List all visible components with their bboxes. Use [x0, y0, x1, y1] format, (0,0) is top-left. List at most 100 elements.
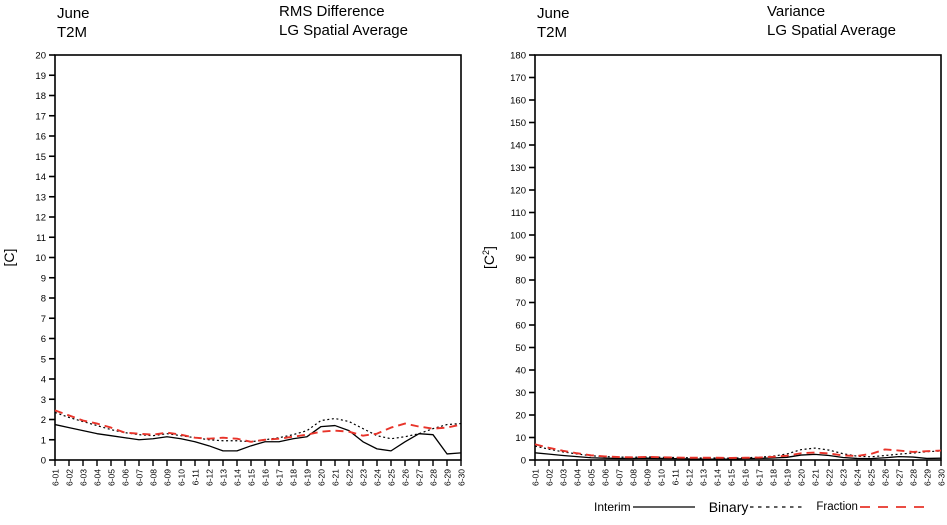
- svg-text:7: 7: [41, 314, 46, 325]
- svg-text:6-19: 6-19: [783, 469, 793, 486]
- svg-text:6-03: 6-03: [559, 469, 569, 486]
- svg-text:6-05: 6-05: [107, 469, 117, 486]
- svg-text:6-07: 6-07: [615, 469, 625, 486]
- svg-text:11: 11: [36, 233, 46, 244]
- svg-text:6-16: 6-16: [741, 469, 751, 486]
- svg-text:20: 20: [515, 411, 526, 422]
- svg-text:100: 100: [510, 231, 526, 242]
- svg-text:6-15: 6-15: [727, 469, 737, 486]
- svg-text:8: 8: [41, 294, 46, 305]
- svg-text:6-02: 6-02: [545, 469, 555, 486]
- svg-text:160: 160: [510, 96, 526, 107]
- svg-text:6-12: 6-12: [205, 469, 215, 486]
- chart1-variable-label: T2M: [57, 24, 87, 41]
- svg-text:6-25: 6-25: [387, 469, 397, 486]
- svg-text:30: 30: [515, 388, 526, 399]
- svg-text:130: 130: [510, 163, 526, 174]
- svg-text:5: 5: [41, 354, 46, 365]
- svg-text:10: 10: [35, 253, 46, 264]
- svg-text:13: 13: [35, 192, 46, 203]
- svg-text:6-20: 6-20: [317, 469, 327, 486]
- svg-text:6-14: 6-14: [713, 469, 723, 486]
- svg-text:6-19: 6-19: [303, 469, 313, 486]
- svg-text:3: 3: [41, 395, 46, 406]
- svg-text:6-06: 6-06: [601, 469, 611, 486]
- svg-text:0: 0: [41, 456, 46, 467]
- svg-text:6-10: 6-10: [657, 469, 667, 486]
- svg-text:6-23: 6-23: [359, 469, 369, 486]
- svg-text:140: 140: [510, 141, 526, 152]
- svg-text:18: 18: [35, 91, 46, 102]
- svg-text:10: 10: [515, 433, 526, 444]
- svg-text:20: 20: [35, 51, 46, 62]
- svg-text:6-11: 6-11: [191, 469, 201, 486]
- svg-text:6-06: 6-06: [121, 469, 131, 486]
- svg-text:6-23: 6-23: [839, 469, 849, 486]
- chart1-title-line1: RMS Difference: [279, 3, 385, 20]
- svg-text:2: 2: [41, 415, 46, 426]
- svg-text:6-22: 6-22: [345, 469, 355, 486]
- chart1-subtitle: June T2M: [57, 4, 90, 42]
- svg-text:6-03: 6-03: [79, 469, 89, 486]
- svg-text:6-15: 6-15: [247, 469, 257, 486]
- chart2-title-line1: Variance: [767, 3, 826, 20]
- svg-text:6-24: 6-24: [853, 469, 863, 486]
- svg-text:6-27: 6-27: [895, 469, 905, 486]
- svg-text:6-13: 6-13: [699, 469, 709, 486]
- chart2-title: Variance LG Spatial Average: [767, 2, 896, 40]
- svg-text:6-28: 6-28: [909, 469, 919, 486]
- svg-text:6: 6: [41, 334, 46, 345]
- svg-text:6-25: 6-25: [867, 469, 877, 486]
- svg-text:14: 14: [35, 172, 46, 183]
- svg-text:6-05: 6-05: [587, 469, 597, 486]
- svg-text:6-29: 6-29: [923, 469, 933, 486]
- svg-text:6-09: 6-09: [643, 469, 653, 486]
- svg-text:6-24: 6-24: [373, 469, 383, 486]
- svg-text:6-28: 6-28: [429, 469, 439, 486]
- chart1-title-line2: LG Spatial Average: [279, 22, 408, 39]
- legend-line-fraction-sample: [859, 506, 924, 508]
- legend-label-interim: Interim: [594, 500, 631, 514]
- chart2-plot: 0 10 20 30 40 50 60 70 80 90 100 110 120 130 140 150 160…: [481, 51, 947, 487]
- chart1-month-label: June: [57, 5, 90, 22]
- svg-text:6-16: 6-16: [261, 469, 271, 486]
- svg-text:6-20: 6-20: [797, 469, 807, 486]
- svg-text:[C]: [C]: [1, 249, 17, 267]
- svg-text:50: 50: [515, 343, 526, 354]
- svg-text:6-09: 6-09: [163, 469, 173, 486]
- svg-text:6-14: 6-14: [233, 469, 243, 486]
- svg-text:6-22: 6-22: [825, 469, 835, 486]
- svg-text:6-10: 6-10: [177, 469, 187, 486]
- svg-text:120: 120: [510, 186, 526, 197]
- svg-text:110: 110: [511, 208, 526, 219]
- svg-text:15: 15: [35, 152, 46, 163]
- legend-label-fraction: Fraction: [816, 501, 858, 513]
- svg-text:40: 40: [515, 366, 526, 377]
- svg-text:60: 60: [515, 321, 526, 332]
- svg-text:150: 150: [510, 118, 526, 129]
- chart2-variable-label: T2M: [537, 24, 567, 41]
- svg-text:6-11: 6-11: [671, 469, 681, 486]
- svg-text:6-26: 6-26: [881, 469, 891, 486]
- svg-text:6-17: 6-17: [755, 469, 765, 486]
- svg-text:6-21: 6-21: [811, 469, 821, 486]
- svg-text:6-02: 6-02: [65, 469, 75, 486]
- legend: Interim Binary Fraction: [594, 499, 926, 515]
- svg-text:6-08: 6-08: [149, 469, 159, 486]
- svg-text:170: 170: [510, 73, 526, 84]
- svg-text:80: 80: [515, 276, 526, 287]
- svg-text:6-27: 6-27: [415, 469, 425, 486]
- svg-text:0: 0: [521, 456, 526, 467]
- chart2-month-label: June: [537, 5, 570, 22]
- svg-text:6-29: 6-29: [443, 469, 453, 486]
- svg-text:6-04: 6-04: [93, 469, 103, 486]
- legend-line-binary-sample: [750, 506, 805, 508]
- chart2-title-line2: LG Spatial Average: [767, 22, 896, 39]
- svg-text:6-07: 6-07: [135, 469, 145, 486]
- svg-text:6-01: 6-01: [51, 469, 61, 486]
- svg-text:70: 70: [515, 298, 526, 309]
- svg-text:6-04: 6-04: [573, 469, 583, 486]
- svg-text:6-26: 6-26: [401, 469, 411, 486]
